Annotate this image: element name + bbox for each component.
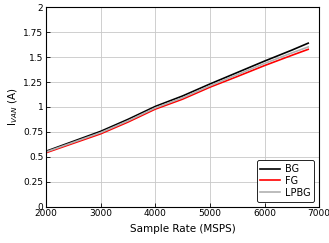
LPBG	[126, 119, 130, 122]
LPBG	[99, 131, 103, 134]
BG	[126, 118, 130, 121]
BG	[290, 49, 294, 52]
BG	[306, 42, 310, 45]
Y-axis label: I$_{VAN}$ (A): I$_{VAN}$ (A)	[7, 88, 20, 126]
LPBG	[235, 73, 239, 76]
FG	[99, 132, 103, 135]
Line: FG: FG	[46, 49, 308, 153]
BG	[71, 140, 75, 143]
BG	[99, 130, 103, 133]
FG	[153, 108, 157, 111]
FG	[126, 121, 130, 123]
X-axis label: Sample Rate (MSPS): Sample Rate (MSPS)	[130, 224, 236, 234]
Legend: BG, FG, LPBG: BG, FG, LPBG	[257, 160, 314, 202]
LPBG	[263, 62, 266, 65]
LPBG	[153, 106, 157, 109]
BG	[44, 150, 48, 153]
FG	[181, 98, 185, 101]
LPBG	[208, 84, 212, 87]
BG	[208, 83, 212, 86]
LPBG	[44, 150, 48, 153]
Line: BG: BG	[46, 43, 308, 151]
BG	[235, 71, 239, 74]
FG	[263, 64, 266, 67]
FG	[71, 142, 75, 145]
BG	[263, 60, 266, 62]
FG	[306, 48, 310, 51]
Line: LPBG: LPBG	[46, 47, 308, 152]
BG	[153, 105, 157, 108]
LPBG	[290, 52, 294, 54]
LPBG	[181, 96, 185, 99]
FG	[290, 54, 294, 57]
FG	[235, 75, 239, 78]
LPBG	[306, 45, 310, 48]
FG	[44, 151, 48, 154]
LPBG	[71, 141, 75, 144]
BG	[181, 95, 185, 97]
FG	[208, 86, 212, 89]
